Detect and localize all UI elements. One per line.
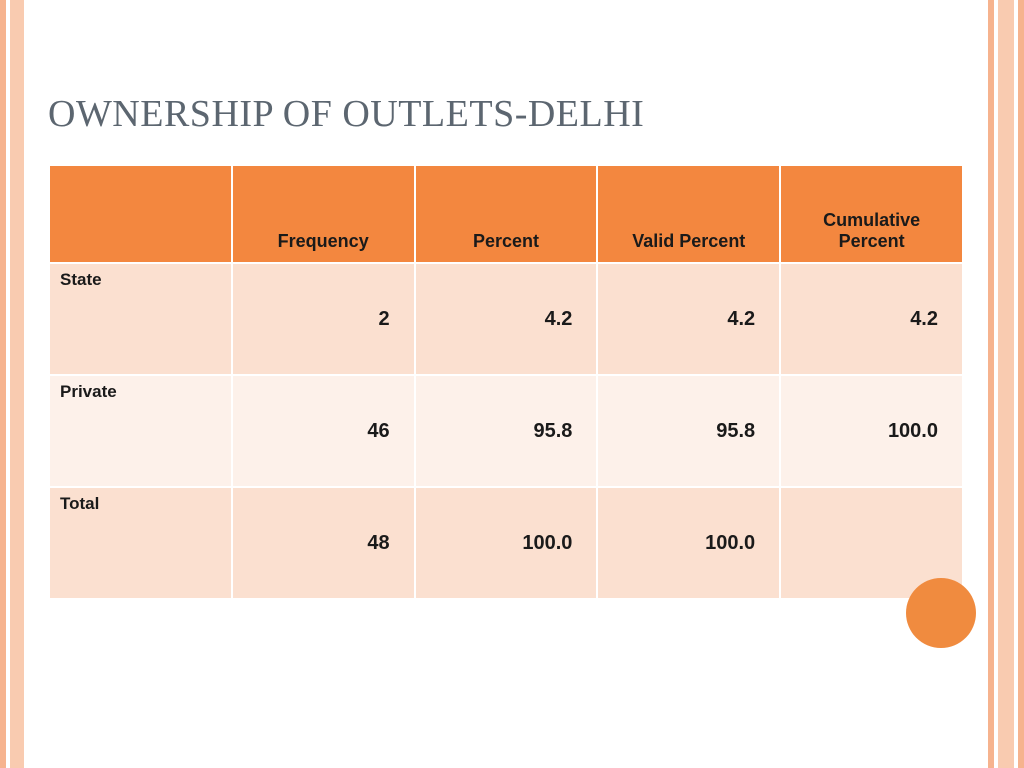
cell-frequency: 2 bbox=[233, 264, 414, 374]
cell-valid-percent: 95.8 bbox=[598, 376, 779, 486]
cell-frequency: 46 bbox=[233, 376, 414, 486]
border-stripe-right-thin bbox=[988, 0, 994, 768]
cell-percent: 4.2 bbox=[416, 264, 597, 374]
table-header-percent: Percent bbox=[416, 166, 597, 262]
accent-circle-icon bbox=[906, 578, 976, 648]
table-header-frequency: Frequency bbox=[233, 166, 414, 262]
cell-valid-percent: 100.0 bbox=[598, 488, 779, 598]
frequency-table: Frequency Percent Valid Percent Cumulati… bbox=[48, 164, 964, 600]
table-header-row: Frequency Percent Valid Percent Cumulati… bbox=[50, 166, 962, 262]
row-label: Total bbox=[50, 488, 231, 598]
table-header-blank bbox=[50, 166, 231, 262]
table-header-cumulative-percent: Cumulative Percent bbox=[781, 166, 962, 262]
table-row: Total 48 100.0 100.0 bbox=[50, 488, 962, 598]
border-stripe-left-outer bbox=[0, 0, 6, 768]
border-stripe-left-inner bbox=[10, 0, 24, 768]
row-label: Private bbox=[50, 376, 231, 486]
cell-frequency: 48 bbox=[233, 488, 414, 598]
table-row: State 2 4.2 4.2 4.2 bbox=[50, 264, 962, 374]
cell-cumulative-percent: 100.0 bbox=[781, 376, 962, 486]
cell-percent: 95.8 bbox=[416, 376, 597, 486]
slide-content: OWNERSHIP OF OUTLETS-DELHI Frequency Per… bbox=[48, 0, 964, 768]
cell-percent: 100.0 bbox=[416, 488, 597, 598]
cell-valid-percent: 4.2 bbox=[598, 264, 779, 374]
slide-title: OWNERSHIP OF OUTLETS-DELHI bbox=[48, 92, 964, 136]
row-label: State bbox=[50, 264, 231, 374]
table-header-valid-percent: Valid Percent bbox=[598, 166, 779, 262]
border-stripe-right-outer bbox=[1018, 0, 1024, 768]
table-row: Private 46 95.8 95.8 100.0 bbox=[50, 376, 962, 486]
border-stripe-right-inner bbox=[998, 0, 1014, 768]
cell-cumulative-percent: 4.2 bbox=[781, 264, 962, 374]
